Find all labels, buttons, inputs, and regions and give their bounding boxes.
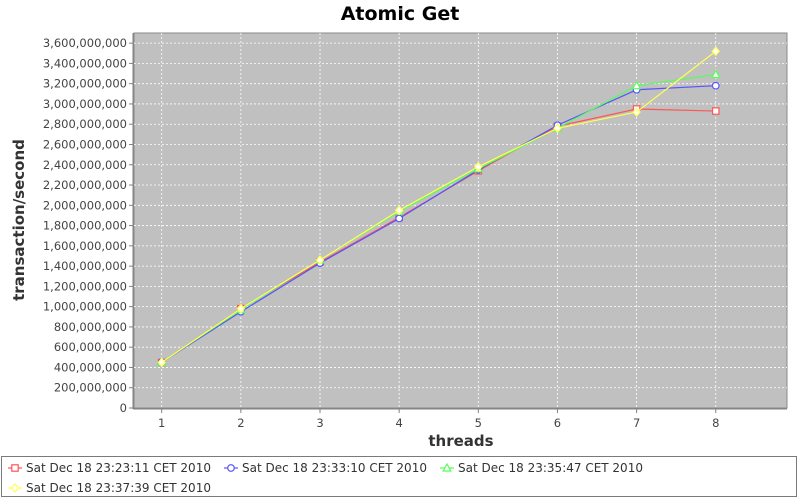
y-tick-label: 2,000,000,000	[43, 198, 127, 212]
y-tick-label: 400,000,000	[54, 360, 127, 374]
y-tick-label: 1,400,000,000	[43, 259, 127, 273]
y-tick-label: 3,400,000,000	[43, 56, 127, 70]
x-tick-label: 3	[316, 416, 323, 430]
data-point	[236, 303, 246, 314]
data-point	[553, 123, 562, 134]
plot-area	[133, 32, 788, 409]
data-point	[157, 357, 167, 368]
y-axis-label: transaction/second	[10, 139, 28, 301]
x-tick-label: 7	[633, 416, 640, 430]
legend-svg: Sat Dec 18 23:23:11 CET 2010 Sat Dec 18 2…	[8, 461, 643, 495]
data-point	[474, 161, 483, 172]
x-tick-label: 8	[712, 416, 719, 430]
x-tick-label: 6	[554, 416, 561, 430]
legend-marker	[11, 464, 19, 472]
legend-item-1: Sat Dec 18 23:23:11 CET 2010	[8, 461, 211, 475]
legend-item-2: Sat Dec 18 23:33:10 CET 2010	[224, 461, 427, 475]
y-tick-label: 0	[120, 401, 127, 415]
y-tick-label: 1,800,000,000	[43, 219, 127, 233]
x-axis-label: threads	[428, 432, 493, 450]
data-point	[394, 205, 404, 216]
data-point	[631, 80, 642, 90]
data-point	[315, 255, 325, 265]
y-tick-label: 2,200,000,000	[43, 178, 127, 192]
y-tick-label: 2,600,000,000	[43, 137, 127, 151]
axes: 0 200,000,000 400,000,000 600,000,000 800,00…	[43, 33, 787, 430]
data-point	[632, 107, 641, 117]
y-tick-label: 600,000,000	[54, 340, 127, 354]
y-tick-label: 3,600,000,000	[43, 36, 127, 50]
data-point	[711, 46, 721, 57]
data-point	[711, 107, 720, 115]
legend-marker	[442, 462, 452, 472]
legend-marker	[10, 483, 20, 493]
x-tick-label: 1	[158, 416, 165, 430]
series-line	[161, 73, 716, 363]
legend-label: Sat Dec 18 23:23:11 CET 2010	[26, 461, 211, 475]
x-tick-label: 2	[237, 416, 244, 430]
series-line	[161, 50, 717, 363]
grid-lines	[134, 33, 787, 408]
legend-item-3: Sat Dec 18 23:35:47 CET 2010	[440, 461, 643, 475]
legend-item-4: Sat Dec 18 23:37:39 CET 2010	[8, 481, 211, 495]
y-tick-label: 800,000,000	[54, 320, 127, 334]
x-tick-label: 4	[395, 416, 402, 430]
x-tick-label: 5	[475, 416, 482, 430]
y-tick-label: 200,000,000	[54, 381, 127, 395]
y-tick-label: 1,600,000,000	[43, 239, 127, 253]
data-point	[395, 214, 404, 223]
y-tick-label: 1,200,000,000	[43, 279, 127, 293]
series-4	[157, 46, 721, 368]
legend-label: Sat Dec 18 23:37:39 CET 2010	[26, 481, 211, 495]
chart-title: Atomic Get	[341, 3, 460, 25]
y-tick-label: 2,800,000,000	[43, 117, 127, 131]
series-lines	[156, 46, 721, 368]
legend-label: Sat Dec 18 23:33:10 CET 2010	[242, 461, 427, 475]
y-tick-label: 2,400,000,000	[43, 158, 127, 172]
series-line	[161, 85, 716, 363]
y-tick-label: 1,000,000,000	[43, 300, 127, 314]
legend-marker	[227, 464, 235, 472]
y-tick-label: 3,000,000,000	[43, 97, 127, 111]
data-point	[711, 81, 720, 90]
y-tick-label: 3,200,000,000	[43, 77, 127, 91]
legend: Sat Dec 18 23:23:11 CET 2010 Sat Dec 18 2…	[1, 456, 797, 497]
legend-label: Sat Dec 18 23:35:47 CET 2010	[458, 461, 643, 475]
data-point	[710, 69, 721, 79]
